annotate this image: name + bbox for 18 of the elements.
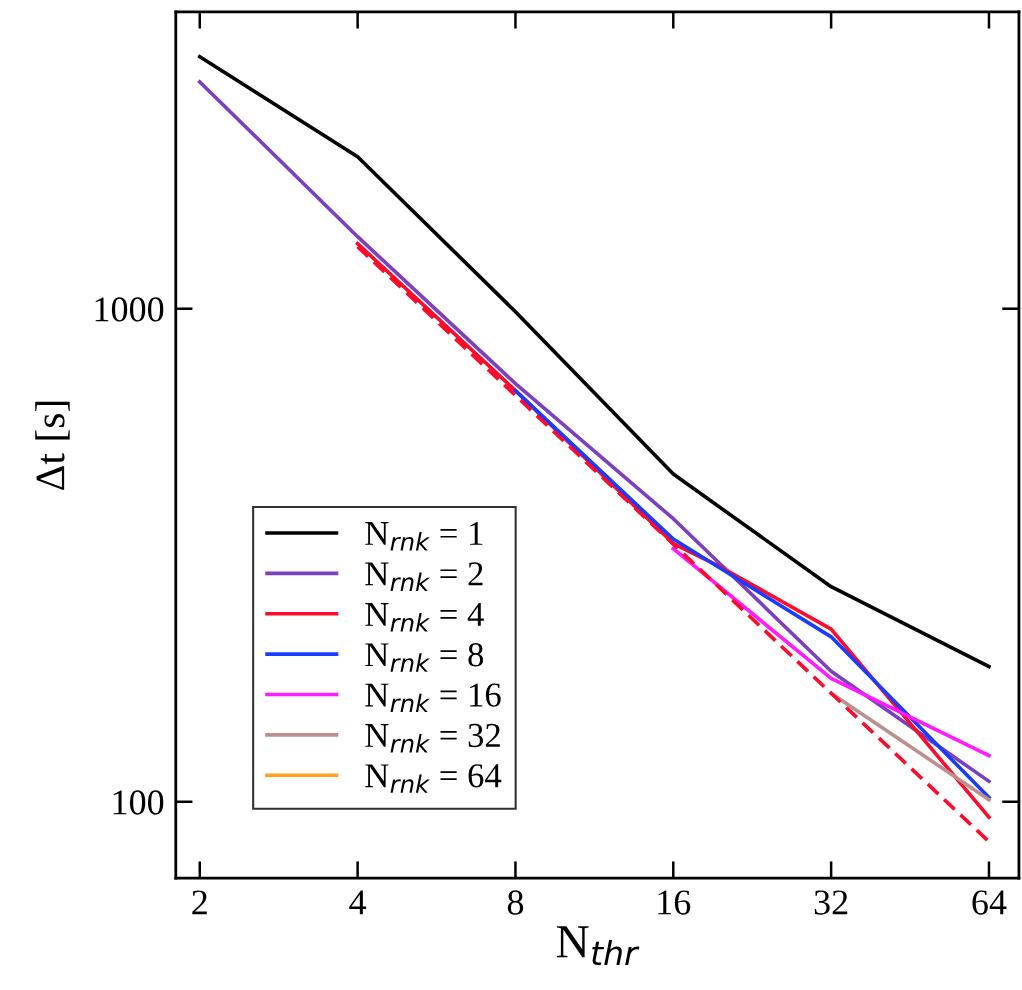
legend-label: N$_{rnk}$ = 32 — [365, 723, 500, 753]
legend-label: N$_{rnk}$ = 4 — [365, 603, 484, 632]
legend-label: N$_{rnk}$ = 8 — [365, 643, 484, 672]
x-tick-label: 8 — [507, 890, 524, 915]
y-tick-label: 100 — [113, 790, 164, 815]
x-tick-label: 4 — [349, 890, 367, 915]
x-tick-label: 64 — [972, 890, 1007, 915]
legend-label: N$_{rnk}$ = 16 — [365, 683, 501, 713]
y-tick-label: 1000 — [95, 297, 164, 322]
x-tick-label: 2 — [192, 890, 207, 915]
x-tick-label: 16 — [658, 890, 691, 915]
legend-label: N$_{rnk}$ = 64 — [365, 764, 502, 793]
y-axis-title: Δt [s] — [35, 401, 70, 490]
line-series — [513, 388, 991, 800]
x-tick-label: 32 — [814, 890, 848, 915]
x-axis-title: N$_{thr}$ — [556, 926, 640, 966]
legend-label: N$_{rnk}$ = 1 — [365, 521, 483, 551]
legend-label: N$_{rnk}$ = 2 — [365, 562, 483, 591]
